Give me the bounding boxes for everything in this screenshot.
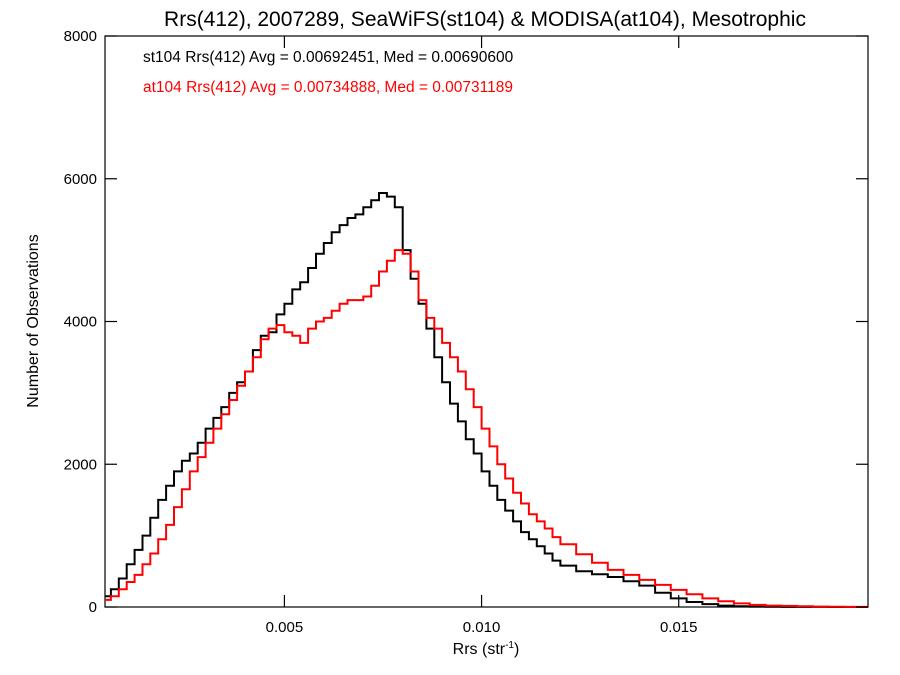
plot-area: 0.005 0.010 0.015 0 2000 4000 6000 8000 [64, 28, 869, 636]
y-axis-ticks: 0 2000 4000 6000 8000 [64, 28, 868, 616]
annotation-at104: at104 Rrs(412) Avg = 0.00734888, Med = 0… [143, 79, 513, 96]
y-tick-label: 2000 [64, 456, 97, 473]
series-line-at104 [105, 249, 868, 608]
y-tick-label: 8000 [64, 28, 97, 45]
x-tick-label: 0.015 [660, 619, 698, 636]
y-axis-label: Number of Observations [25, 234, 42, 407]
x-tick-label: 0.010 [463, 619, 501, 636]
x-axis-ticks: 0.005 0.010 0.015 [266, 36, 698, 636]
x-axis-label-superscript: -1 [505, 640, 514, 651]
plot-frame [104, 35, 869, 608]
y-tick-label: 4000 [64, 314, 97, 331]
series-line-st104 [105, 192, 868, 608]
x-axis-label: Rrs (str-1) [453, 640, 520, 658]
annotation-st104: st104 Rrs(412) Avg = 0.00692451, Med = 0… [143, 49, 514, 66]
series-layer [105, 192, 868, 608]
y-tick-label: 0 [89, 599, 97, 616]
x-tick-label: 0.005 [266, 619, 304, 636]
chart-title: Rrs(412), 2007289, SeaWiFS(st104) & MODI… [164, 8, 806, 31]
y-tick-label: 6000 [64, 171, 97, 188]
